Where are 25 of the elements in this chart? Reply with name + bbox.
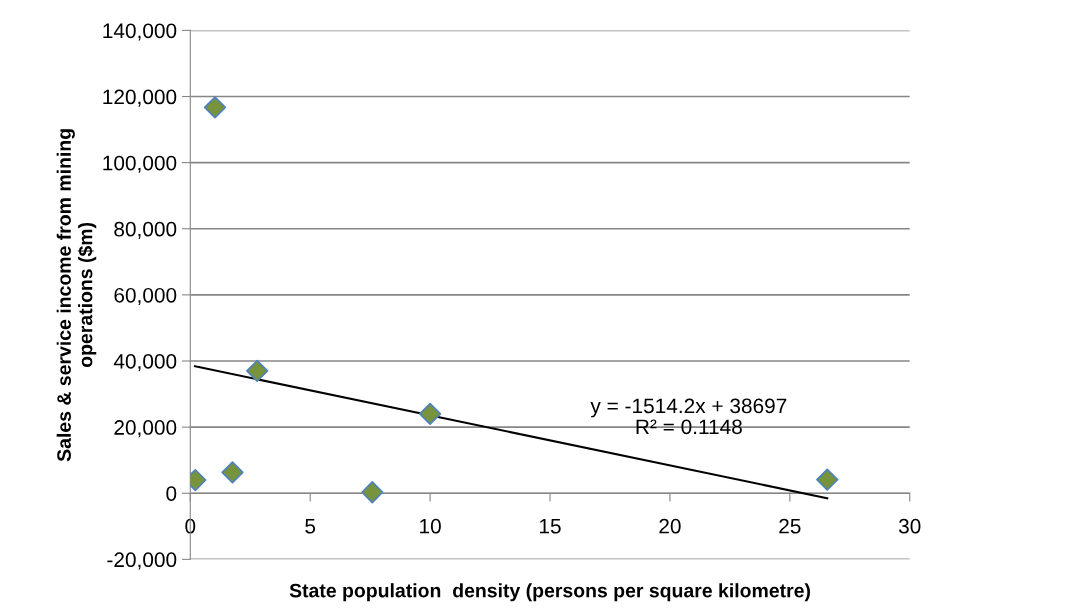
- x-tick-label: 0: [185, 518, 196, 534]
- y-tick-label: 100,000: [103, 155, 177, 173]
- point: [418, 402, 442, 426]
- x-tick-label: 5: [305, 519, 316, 534]
- x-tick-label: 15: [540, 519, 561, 534]
- y-tick-label: -20,000: [107, 552, 177, 570]
- y-tick-label: 0: [166, 486, 177, 501]
- x-tick-label: 10: [420, 518, 441, 534]
- y-tick-label: 60,000: [114, 287, 177, 306]
- annotation: y = -1514.2x + 38697 R² = 0.1148: [590, 398, 787, 435]
- y-tick-label: 40,000: [113, 354, 177, 372]
- x-tick-label: 20: [659, 518, 681, 534]
- y-tick-label: 120,000: [103, 89, 177, 107]
- y-tick-label: 80,000: [114, 221, 177, 239]
- y-axis-title: Sales & service income from mining operations ($m): [56, 129, 97, 462]
- point: [203, 96, 227, 119]
- point: [246, 359, 269, 383]
- x-tick-label: 30: [898, 518, 921, 534]
- x-axis-title: State population density (persons per square kilometre): [289, 583, 810, 602]
- point: [816, 468, 839, 491]
- point: [361, 481, 384, 504]
- x-tick-label: 25: [779, 518, 801, 534]
- y-tick-label: 20,000: [114, 420, 177, 438]
- y-tick-label: 140,000: [103, 23, 177, 41]
- point: [221, 461, 244, 484]
